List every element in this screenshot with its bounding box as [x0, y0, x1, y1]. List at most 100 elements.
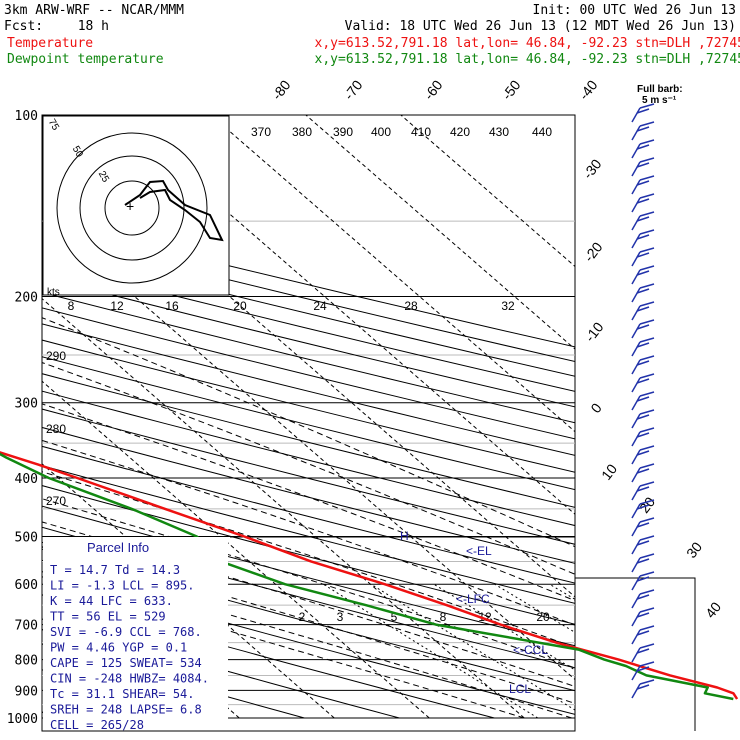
isotherm: [400, 115, 575, 268]
hodograph-axis-label: 32: [501, 299, 515, 313]
dry-adiabat: [42, 505, 575, 647]
moist-adiabat: [42, 498, 575, 669]
wind-barb: [631, 467, 641, 483]
moist-adiabat: [42, 521, 575, 688]
hodograph-axis-label: 20: [233, 299, 247, 313]
mixing-ratio-line: [433, 583, 575, 671]
mixing-ratio-label: 5: [391, 610, 398, 624]
isotherm-label: 40: [702, 599, 724, 621]
hodograph: 75 50 25 + kts: [42, 115, 230, 298]
hodograph-ring-75: [56, 132, 208, 284]
hodograph-ring-50: [79, 155, 185, 261]
parcel-info-row: SVI = -6.9 CCL = 768.: [50, 625, 202, 639]
wind-barb-flag: [636, 612, 650, 618]
wind-barb: [631, 251, 641, 267]
wind-barb-flag: [636, 648, 650, 654]
dewpoint-legend-label: Dewpoint temperature: [7, 52, 164, 67]
wind-barb-flag: [636, 342, 650, 348]
dry-adiabat: [42, 618, 400, 719]
wind-barb-flag: [639, 571, 655, 577]
mixing-ratio-line: [323, 583, 539, 719]
wind-barb-flag: [636, 324, 650, 330]
dry-adiabat: [42, 276, 575, 408]
isotherm-label: 0: [587, 400, 605, 416]
isotherm-label: 10: [598, 461, 620, 483]
wind-barb-flag: [636, 540, 650, 546]
parcel-info-row: T = 14.7 Td = 14.3: [50, 563, 180, 577]
wind-barb-flag: [639, 607, 655, 613]
wind-barb: [631, 647, 641, 663]
wind-barb: [631, 665, 641, 681]
pressure-axis: 100 200 300 400 500 600 700 800 900 1000: [7, 109, 38, 727]
wind-barb-flag: [636, 126, 650, 132]
wind-barb-flag: [639, 391, 655, 397]
wind-barb-flag: [636, 198, 650, 204]
pressure-tick-label: 800: [15, 654, 38, 669]
wind-barb: [631, 611, 641, 627]
wind-barb-flag: [639, 175, 655, 181]
theta-side-label: 270: [46, 494, 66, 508]
wind-barb-flag: [636, 468, 650, 474]
wind-barb-flag: [636, 378, 650, 384]
wind-barb: [631, 323, 641, 339]
parcel-info-row: K = 44 LFC = 633.: [50, 594, 173, 608]
hodograph-axis-label: 28: [404, 299, 418, 313]
dry-adiabat: [42, 247, 575, 377]
wind-barb: [631, 287, 641, 303]
wind-barb: [631, 305, 641, 321]
pressure-tick-label: 900: [15, 684, 38, 699]
wind-barb: [631, 431, 641, 447]
wind-barbs: [631, 103, 655, 699]
marker-h: H: [400, 529, 409, 543]
wind-barb-flag: [639, 409, 655, 415]
wind-barb-flag: [636, 630, 650, 636]
wind-barb-flag: [639, 517, 655, 523]
wind-barb-flag: [636, 432, 650, 438]
wind-barb-flag: [639, 643, 655, 649]
hodograph-ring-25: [104, 180, 160, 236]
wind-barb-flag: [639, 283, 655, 289]
hodograph-ring-label: 50: [70, 144, 85, 160]
parcel-info-title: Parcel Info: [87, 540, 149, 555]
hodograph-axis-label: 8: [68, 299, 75, 313]
wind-barb: [631, 557, 641, 573]
dry-adiabat: [42, 339, 575, 473]
wind-barb-flag: [636, 180, 650, 186]
wind-barb-flag: [639, 229, 655, 235]
mixing-ratio-label: 3: [337, 610, 344, 624]
wind-barb: [631, 359, 641, 375]
wind-barb-flag: [636, 450, 650, 456]
dry-adiabat: [42, 445, 575, 584]
wind-barb: [631, 503, 641, 519]
wind-barb-flag: [636, 414, 650, 420]
moist-adiabat: [42, 471, 575, 649]
init-time: Init: 00 UTC Wed 26 Jun 13: [533, 3, 737, 18]
wind-barb-flag: [636, 144, 650, 150]
mixing-ratio-label: 20: [536, 610, 550, 624]
isotherm-label: -60: [421, 77, 446, 103]
wind-barb-flag: [636, 684, 650, 690]
wind-barb-flag: [639, 319, 655, 325]
dry-adiabat: [42, 571, 575, 715]
dry-adiabat: [42, 426, 575, 564]
wind-barb-flag: [636, 594, 650, 600]
isotherm-label: -10: [582, 319, 607, 345]
theta-label: 430: [489, 125, 509, 139]
pressure-tick-label: 700: [15, 619, 38, 634]
wind-barb-flag: [639, 463, 655, 469]
wind-barb-flag: [639, 103, 655, 109]
parcel-info-row: PW = 4.46 YGP = 0.1: [50, 641, 187, 655]
dry-adiabat: [42, 307, 575, 440]
isotherm-label: -70: [341, 77, 366, 103]
wind-barb-flag: [636, 288, 650, 294]
isotherm: [210, 115, 575, 433]
parcel-info-background: [43, 537, 228, 730]
wind-barb: [631, 629, 641, 645]
wind-barb-flag: [639, 481, 655, 487]
wind-barb: [631, 269, 641, 285]
pressure-tick-label: 300: [15, 397, 38, 412]
wind-barb-flag: [639, 337, 655, 343]
hodograph-ring-label: 75: [46, 117, 61, 133]
wind-barb-flag: [639, 499, 655, 505]
wind-barb-flag: [639, 157, 655, 163]
